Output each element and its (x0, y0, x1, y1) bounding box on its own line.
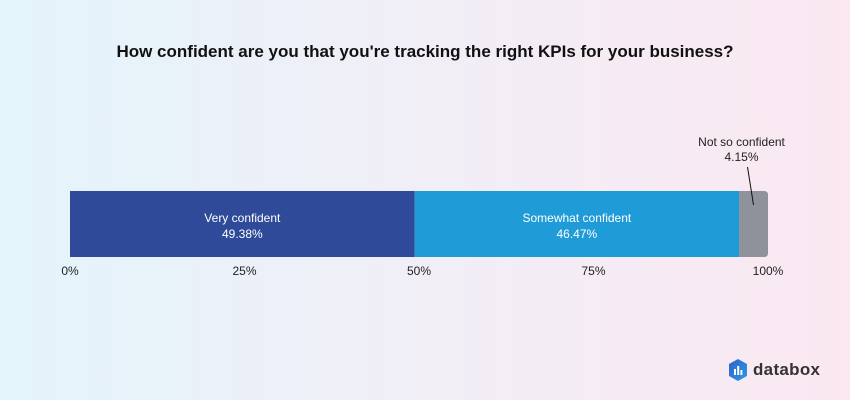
x-tick-label: 0% (61, 264, 79, 278)
bar-segment-very-confident (70, 191, 415, 257)
databox-logo-icon (729, 359, 747, 381)
segment-value-label: 49.38% (222, 227, 263, 241)
x-tick-label: 100% (753, 264, 784, 278)
bar-segment-not-so-confident (739, 191, 768, 257)
bar-segment-somewhat-confident (414, 191, 740, 257)
x-tick-label: 50% (407, 264, 431, 278)
x-tick-label: 25% (232, 264, 256, 278)
x-tick-label: 75% (581, 264, 605, 278)
segment-category-label: Somewhat confident (522, 211, 631, 225)
databox-logo-text: databox (753, 360, 821, 379)
segment-category-label: Very confident (204, 211, 281, 225)
segment-value-label: 46.47% (557, 227, 598, 241)
chart-title: How confident are you that you're tracki… (116, 42, 734, 61)
segment-category-label: Not so confident (698, 135, 785, 149)
databox-logo: databox (728, 359, 820, 381)
segment-value-label: 4.15% (725, 150, 759, 164)
annotation-leader-line (747, 166, 755, 206)
